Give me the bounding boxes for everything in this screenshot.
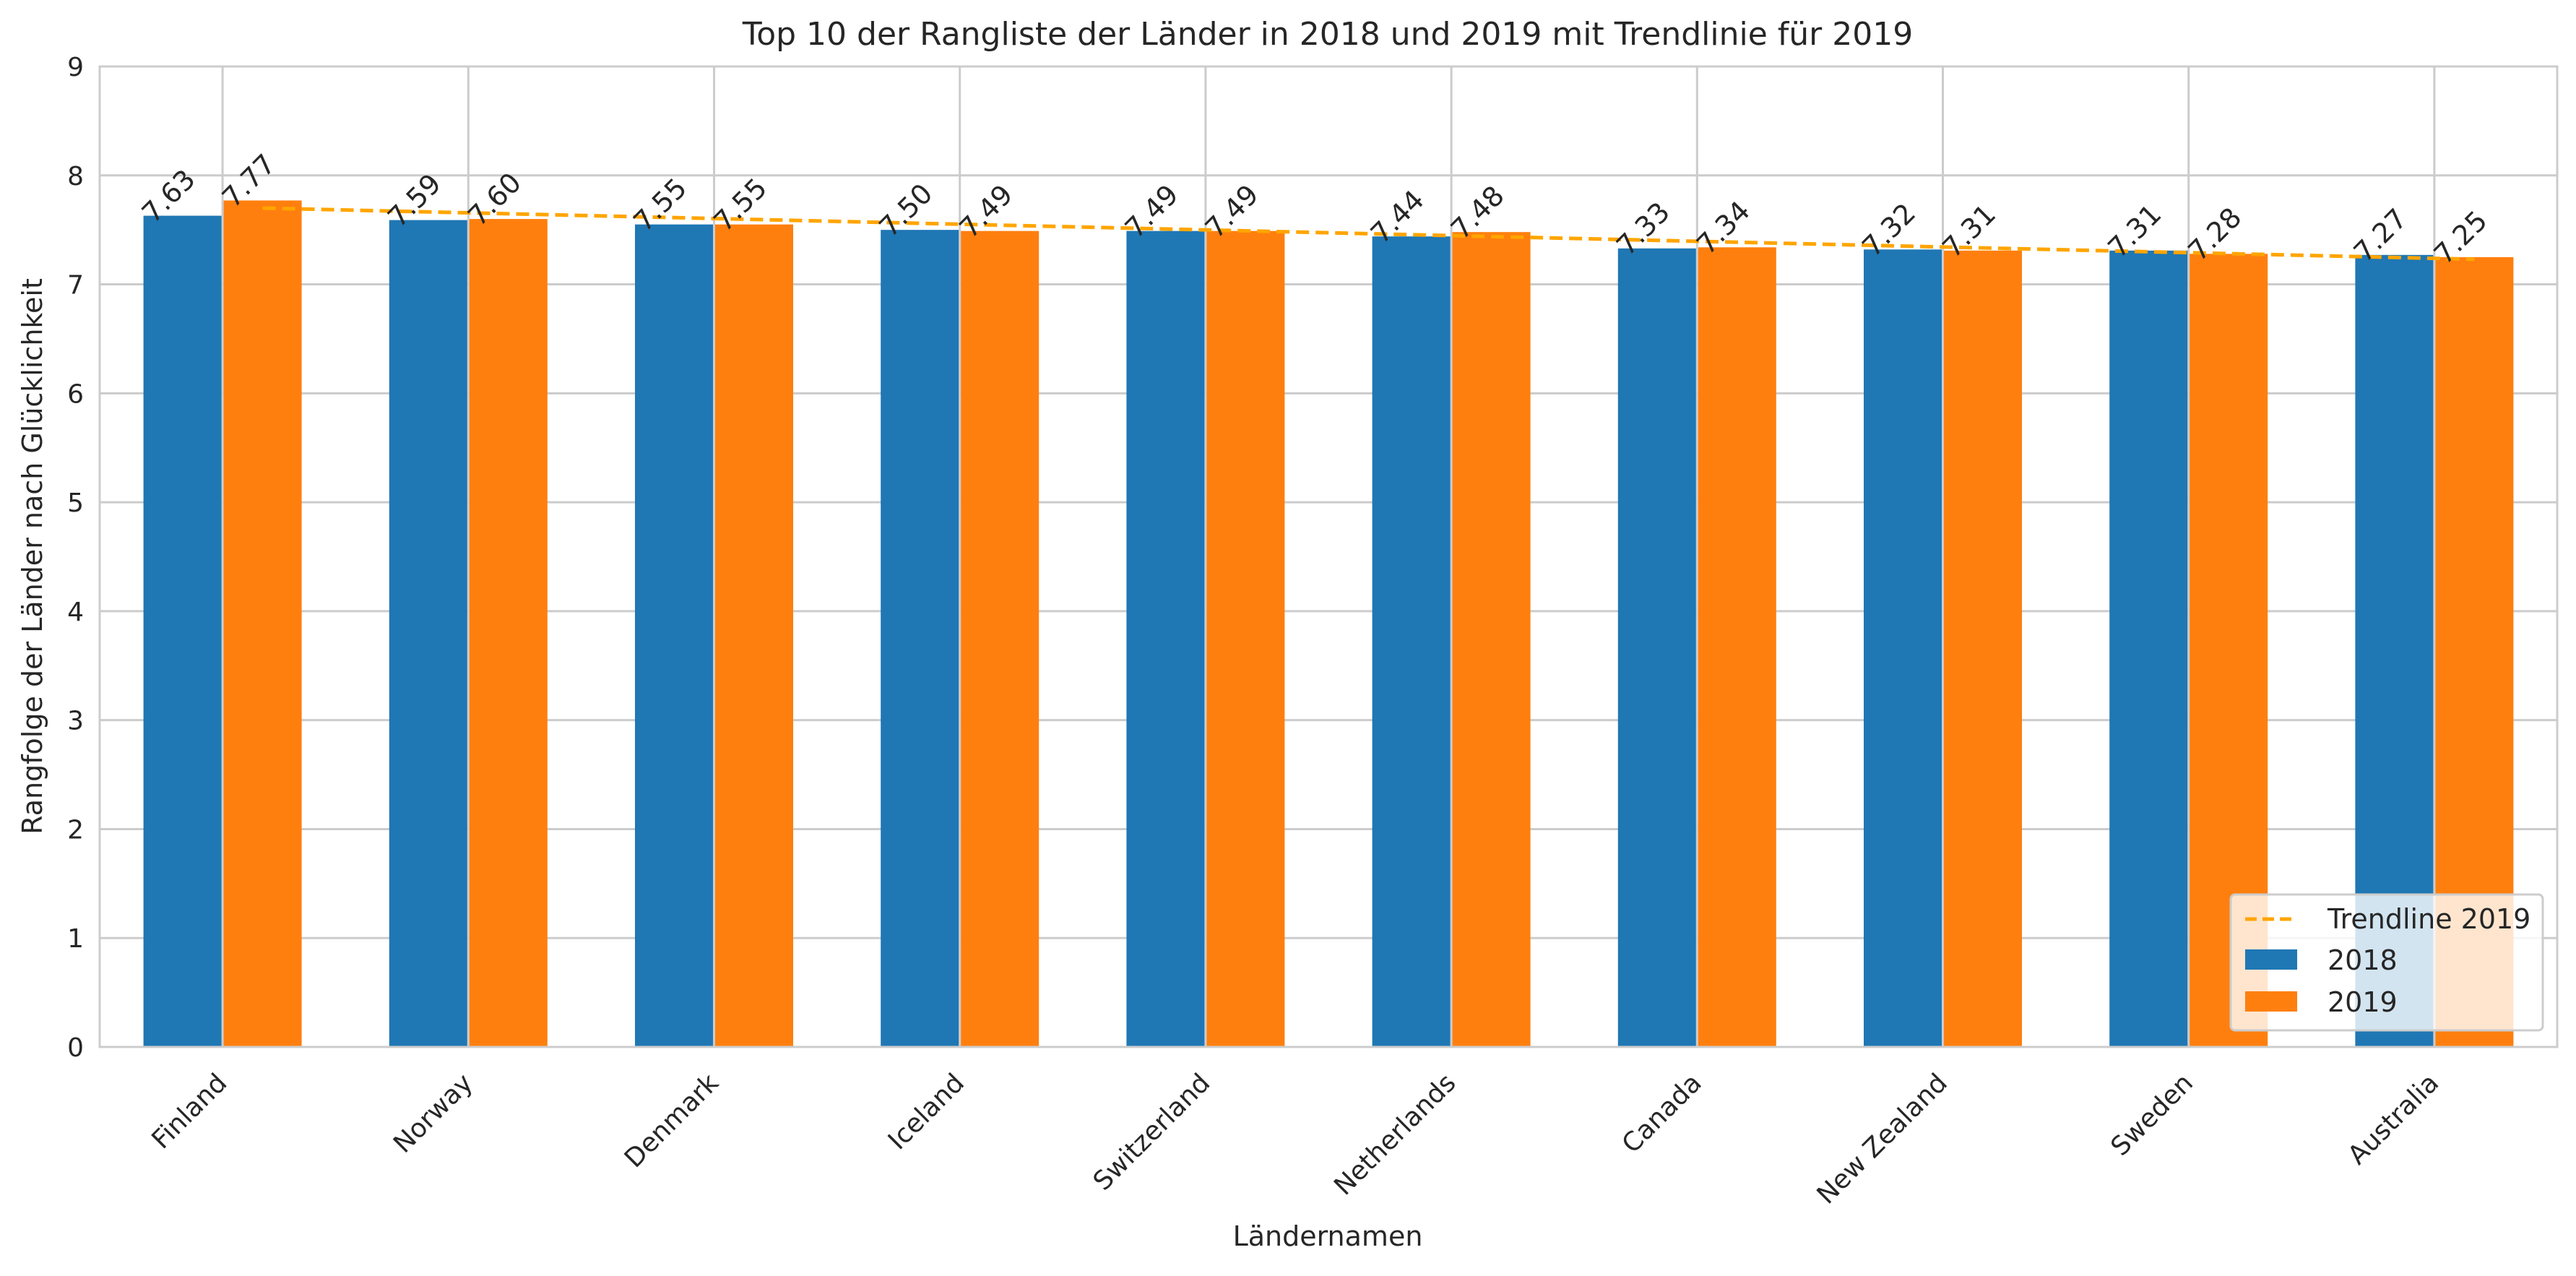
bar-2018-new-zealand <box>1864 249 1942 1048</box>
bar-2019-finland <box>223 200 302 1047</box>
bar-2019-netherlands <box>1452 232 1531 1047</box>
y-tick-labels: 0 1 2 3 4 5 6 7 8 9 <box>67 53 84 1063</box>
trendline-2019 <box>262 206 2475 262</box>
plot-frame <box>98 65 2559 1048</box>
legend-label-2018: 2018 <box>2328 944 2398 976</box>
bar-2018-sweden <box>2109 250 2188 1047</box>
bar-2018-denmark <box>635 224 713 1047</box>
y-tick-label: 1 <box>67 924 84 954</box>
y-axis-label: Rangfolge der Länder nach Glücklichkeit <box>17 278 48 835</box>
y-tick-label: 9 <box>67 53 84 82</box>
bar-2019-switzerland <box>1206 230 1285 1047</box>
bar-2018-finland <box>143 215 222 1047</box>
trendline-group <box>262 206 2475 262</box>
legend-label-2019: 2019 <box>2328 986 2398 1018</box>
bar-2019-canada <box>1698 247 1776 1047</box>
bars <box>143 200 2514 1048</box>
legend-box <box>2229 893 2544 1032</box>
y-tick-label: 4 <box>67 598 84 627</box>
bar-2018-netherlands <box>1372 236 1451 1047</box>
bar-2019-denmark <box>715 224 793 1047</box>
bar-2018-iceland <box>881 230 959 1048</box>
y-tick-label: 2 <box>67 815 84 845</box>
bar-2018-norway <box>389 220 467 1047</box>
legend: Trendline 2019 2018 2019 <box>2229 893 2544 1032</box>
legend-swatch-2019 <box>2245 991 2297 1012</box>
bar-2019-new-zealand <box>1944 250 2022 1047</box>
y-tick-label: 8 <box>67 162 84 191</box>
y-tick-label: 0 <box>67 1033 84 1063</box>
bar-2018-canada <box>1617 248 1696 1048</box>
y-tick-label: 6 <box>67 379 84 409</box>
x-axis-label: Ländernamen <box>1233 1220 1423 1252</box>
y-tick-label: 7 <box>67 271 84 301</box>
y-tick-label: 3 <box>67 707 84 736</box>
bar-2019-norway <box>469 219 548 1048</box>
bar-2019-iceland <box>961 230 1040 1047</box>
chart-title: Top 10 der Rangliste der Länder in 2018 … <box>742 16 1913 53</box>
legend-swatch-2018 <box>2245 949 2297 970</box>
legend-trendline-label: Trendline 2019 <box>2327 903 2530 935</box>
bar-2018-switzerland <box>1126 230 1205 1047</box>
y-tick-label: 5 <box>67 488 84 518</box>
